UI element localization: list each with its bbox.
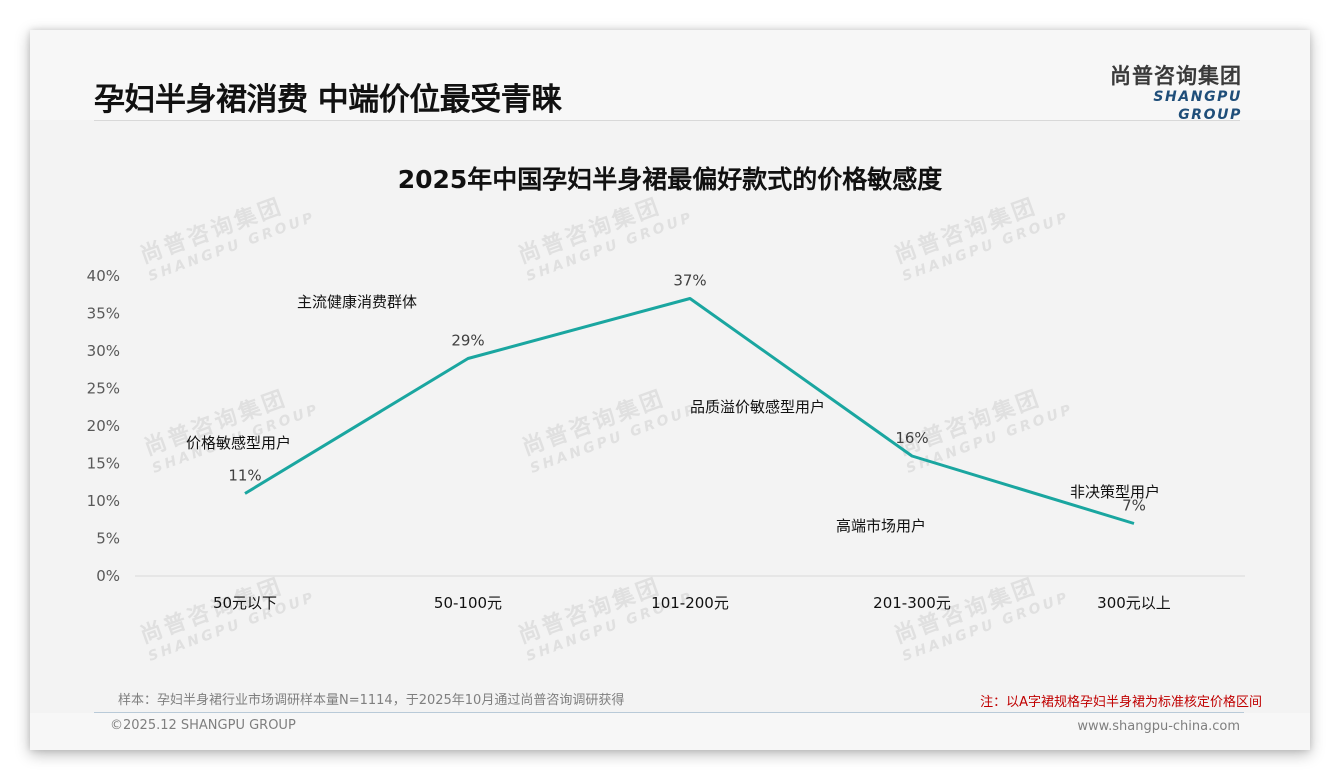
x-axis-ticks: 50元以下 50-100元 101-200元 201-300元 300元以上 — [213, 594, 1171, 612]
y-tick-label: 10% — [87, 492, 120, 510]
y-tick-label: 25% — [87, 380, 120, 398]
price-range-note: 注：以A字裙规格孕妇半身裙为标准核定价格区间 — [980, 695, 1262, 710]
data-label: 16% — [895, 429, 928, 447]
y-tick-label: 35% — [87, 305, 120, 323]
data-label: 7% — [1122, 497, 1146, 515]
x-tick-label: 50元以下 — [213, 594, 277, 612]
chart-title: 2025年中国孕妇半身裙最偏好款式的价格敏感度 — [397, 165, 943, 194]
y-tick-label: 20% — [87, 417, 120, 435]
data-label: 37% — [673, 272, 706, 290]
logo-cn-text: 尚普咨询集团 — [1110, 64, 1242, 88]
footer-band — [30, 713, 1310, 750]
x-tick-label: 50-100元 — [434, 594, 502, 612]
y-tick-label: 15% — [87, 455, 120, 473]
y-tick-label: 0% — [96, 567, 120, 585]
annotation-mainstream: 主流健康消费群体 — [297, 293, 417, 311]
x-tick-label: 101-200元 — [651, 594, 729, 612]
y-tick-label: 30% — [87, 342, 120, 360]
slide: 孕妇半身裙消费 中端价位最受青睐 尚普咨询集团 SHANGPU GROUP 尚普… — [30, 30, 1310, 750]
annotation-non-decision: 非决策型用户 — [1070, 483, 1160, 501]
y-tick-label: 5% — [96, 530, 120, 548]
copyright: ©2025.12 SHANGPU GROUP — [110, 718, 296, 733]
annotation-quality-premium: 品质溢价敏感型用户 — [690, 398, 825, 416]
x-tick-label: 201-300元 — [873, 594, 951, 612]
page-title: 孕妇半身裙消费 中端价位最受青睐 — [94, 82, 562, 118]
y-axis-ticks: 0% 5% 10% 15% 20% 25% 30% 35% 40% — [87, 267, 120, 585]
footer-divider — [94, 712, 1244, 713]
website-link[interactable]: www.shangpu-china.com — [1077, 719, 1240, 734]
line-chart: 0% 5% 10% 15% 20% 25% 30% 35% 40% 11% 29% 37% 16% 7%… — [87, 267, 1245, 612]
data-label: 11% — [228, 467, 261, 485]
annotations: 价格敏感型用户 主流健康消费群体 品质溢价敏感型用户 高端市场用户 非决策型用户 — [186, 293, 1160, 535]
series-line — [244, 297, 1135, 525]
y-tick-label: 40% — [87, 267, 120, 285]
data-labels: 11% 29% 37% 16% 7% — [228, 272, 1146, 515]
logo-en-text: SHANGPU GROUP — [1153, 89, 1242, 123]
header-band — [30, 30, 1310, 120]
sample-note: 样本：孕妇半身裙行业市场调研样本量N=1114，于2025年10月通过尚普咨询调… — [118, 693, 625, 708]
annotation-high-end: 高端市场用户 — [836, 517, 926, 535]
data-label: 29% — [451, 332, 484, 350]
annotation-price-sensitive: 价格敏感型用户 — [186, 434, 291, 452]
x-tick-label: 300元以上 — [1097, 594, 1171, 612]
header-divider — [94, 120, 1240, 121]
company-logo: 尚普咨询集团 SHANGPU GROUP — [1086, 64, 1242, 124]
